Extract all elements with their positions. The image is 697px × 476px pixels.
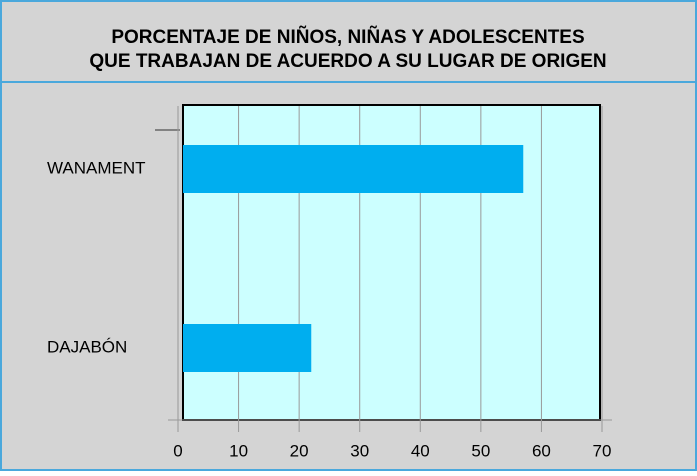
x-tick-label: 0 xyxy=(173,441,182,460)
y-tick-label: DAJABÓN xyxy=(47,337,127,356)
x-tick-label: 40 xyxy=(411,441,430,460)
y-tick-label: WANAMENT xyxy=(47,158,146,177)
x-tick-label: 50 xyxy=(471,441,490,460)
x-tick-label: 10 xyxy=(229,441,248,460)
chart-title: PORCENTAJE DE NIÑOS, NIÑAS Y ADOLESCENTE… xyxy=(111,26,584,48)
x-tick-label: 60 xyxy=(532,441,551,460)
bar xyxy=(183,324,312,372)
x-tick-label: 20 xyxy=(290,441,309,460)
chart-title: QUE TRABAJAN DE ACUERDO A SU LUGAR DE OR… xyxy=(89,51,606,72)
bar xyxy=(183,145,524,193)
x-tick-label: 70 xyxy=(593,441,612,460)
x-tick-label: 30 xyxy=(350,441,369,460)
